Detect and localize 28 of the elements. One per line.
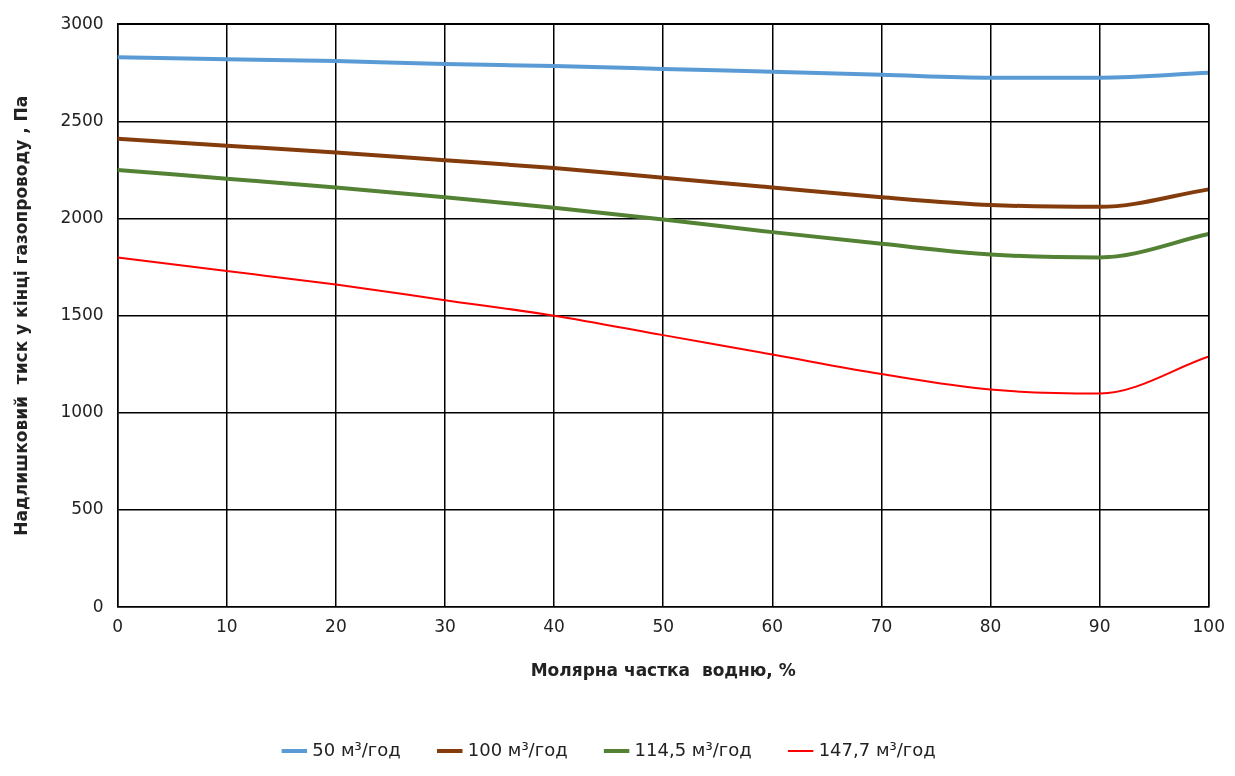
- x-tick-label: 80: [979, 615, 1002, 636]
- legend-label: 114,5 м³/год: [634, 738, 752, 760]
- legend-label: 100 м³/год: [467, 738, 568, 760]
- x-tick-label: 70: [870, 615, 893, 636]
- x-tick-label: 10: [215, 615, 238, 636]
- x-tick-label: 60: [761, 615, 784, 636]
- y-tick-label: 2000: [60, 206, 104, 227]
- y-tick-label: 0: [92, 595, 104, 616]
- y-tick-label: 1500: [60, 304, 104, 325]
- x-tick-label: 30: [434, 615, 456, 636]
- x-tick-label: 100: [1192, 615, 1225, 636]
- x-axis-title: Молярна частка водню, %: [530, 660, 796, 681]
- x-tick-label: 90: [1088, 615, 1111, 636]
- y-tick-label: 500: [71, 498, 104, 519]
- x-tick-label: 0: [112, 615, 124, 636]
- x-tick-label: 20: [325, 615, 347, 636]
- legend-label: 50 м³/год: [312, 738, 401, 760]
- line-series: [117, 55, 1209, 80]
- line-series: [117, 256, 1209, 395]
- line-series: [117, 167, 1209, 260]
- y-tick-label: 3000: [60, 12, 104, 33]
- y-tick-label: 2500: [60, 109, 104, 130]
- x-tick-label: 50: [652, 615, 675, 636]
- legend-label: 147,7 м³/год: [818, 738, 936, 760]
- y-tick-label: 1000: [60, 401, 104, 422]
- x-tick-label: 40: [543, 615, 565, 636]
- y-axis-title: Надлишковий тиск у кінці газопроводу , Па: [10, 95, 31, 536]
- line-series: [117, 136, 1209, 209]
